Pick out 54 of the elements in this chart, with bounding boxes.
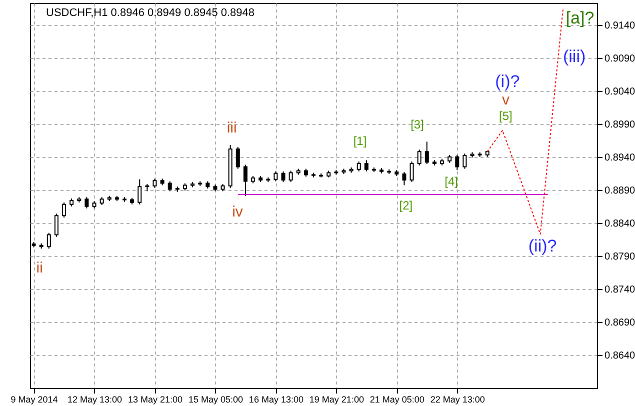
x-tick-label: 21 May 05:00 (370, 394, 424, 404)
annotation: v (502, 92, 510, 109)
annotation: [a]? (566, 8, 594, 28)
candlestick (84, 196, 89, 209)
candlestick (62, 202, 66, 218)
y-tick-label: 0.8690 (604, 317, 635, 328)
y-tick-label: 0.9090 (604, 53, 635, 64)
x-tick-label: 22 May 13:00 (430, 394, 485, 404)
y-tick-label: 0.8640 (604, 350, 635, 362)
candlestick (138, 178, 142, 205)
line-series (486, 9, 564, 235)
annotation: [5] (499, 108, 512, 123)
candlestick (364, 160, 368, 172)
x-tick-label: 19 May 21:00 (309, 394, 364, 404)
y-tick-label: 0.9040 (604, 86, 635, 98)
candlestick (281, 170, 286, 182)
x-tick-label: 9 May 2014 (10, 394, 58, 404)
annotation: (i)? (495, 72, 520, 91)
x-tick-label: 16 May 13:00 (248, 394, 304, 404)
annotation: [1] (353, 134, 367, 148)
y-tick-label: 0.9140 (604, 20, 635, 32)
candlestick (356, 160, 361, 172)
x-tick-label: 13 May 21:00 (128, 394, 183, 404)
annotation: [4] (444, 174, 458, 189)
candlestick (455, 154, 460, 171)
y-tick-label: 0.8740 (604, 284, 635, 296)
candlestick (402, 172, 406, 186)
x-tick-label: 12 May 13:00 (67, 394, 122, 404)
annotation: ii (36, 259, 43, 276)
candlestick (46, 232, 51, 250)
y-tick-label: 0.8940 (604, 152, 635, 164)
candlestick (152, 178, 157, 188)
candlestick (288, 170, 293, 182)
y-tick-label: 0.8990 (604, 119, 635, 130)
candlestick (54, 213, 58, 238)
annotation: (iii) (562, 46, 586, 66)
candlestick (236, 146, 240, 170)
candlestick (424, 141, 429, 165)
y-tick-label: 0.8840 (604, 218, 635, 230)
candlestick (168, 180, 172, 192)
chart-title: USDCHF,H1 0.8946 0.8949 0.8945 0.8948 (46, 7, 255, 19)
candlestick (410, 160, 414, 182)
candlestick (243, 164, 248, 196)
annotation: [2] (399, 198, 413, 213)
candlestick (462, 153, 467, 170)
y-tick-label: 0.8790 (604, 251, 635, 262)
candlestick (417, 149, 422, 166)
annotation: (ii)? (528, 236, 557, 256)
y-tick-label: 0.8890 (604, 185, 635, 196)
annotation: iii (226, 120, 237, 137)
candlestick (274, 170, 278, 182)
annotation: [3] (410, 118, 424, 132)
annotation: iv (232, 203, 244, 220)
x-tick-label: 15 May 05:00 (188, 394, 243, 404)
